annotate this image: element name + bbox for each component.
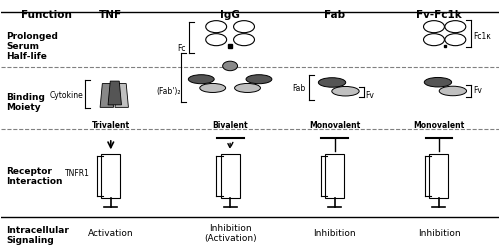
Text: Fv: Fv — [366, 91, 374, 100]
Ellipse shape — [424, 22, 444, 34]
Text: Fab: Fab — [292, 84, 306, 93]
Text: Monovalent: Monovalent — [309, 121, 360, 130]
Ellipse shape — [206, 22, 227, 34]
Ellipse shape — [318, 78, 345, 88]
Bar — [325, 155, 344, 198]
Text: Prolonged
Serum
Half-life: Prolonged Serum Half-life — [6, 32, 58, 61]
Text: Activation: Activation — [88, 228, 134, 237]
Text: Inhibition: Inhibition — [313, 228, 356, 237]
Ellipse shape — [332, 87, 359, 97]
Polygon shape — [100, 84, 114, 108]
Text: Fv: Fv — [473, 85, 482, 94]
Ellipse shape — [424, 78, 452, 88]
Ellipse shape — [234, 22, 254, 34]
Text: Fc1κ: Fc1κ — [473, 32, 490, 41]
Ellipse shape — [439, 87, 466, 96]
Bar — [430, 155, 448, 198]
Text: TNFR1: TNFR1 — [65, 168, 90, 177]
Text: Binding
Moiety: Binding Moiety — [6, 93, 45, 112]
Ellipse shape — [234, 84, 260, 93]
Text: Cytokine: Cytokine — [50, 91, 84, 100]
Text: (Fab')₂: (Fab')₂ — [156, 87, 180, 96]
Text: Fv-Fc1k: Fv-Fc1k — [416, 10, 462, 20]
Text: Receptor
Interaction: Receptor Interaction — [6, 166, 63, 185]
Ellipse shape — [445, 22, 466, 34]
Text: Inhibition: Inhibition — [418, 228, 461, 237]
Ellipse shape — [445, 35, 466, 47]
Ellipse shape — [246, 75, 272, 84]
Text: IgG: IgG — [220, 10, 240, 20]
Text: Fc: Fc — [177, 44, 186, 53]
Ellipse shape — [200, 84, 226, 93]
Text: Monovalent: Monovalent — [414, 121, 465, 130]
Text: Inhibition
(Activation): Inhibition (Activation) — [204, 223, 256, 242]
Polygon shape — [115, 84, 128, 108]
Text: Function: Function — [22, 10, 72, 20]
Text: TNF: TNF — [99, 10, 122, 20]
Polygon shape — [108, 82, 122, 105]
Ellipse shape — [222, 62, 238, 71]
Ellipse shape — [424, 35, 444, 47]
Ellipse shape — [206, 35, 227, 47]
Bar — [102, 155, 120, 198]
Text: Trivalent: Trivalent — [92, 121, 130, 130]
Text: Fab: Fab — [324, 10, 345, 20]
Ellipse shape — [234, 35, 254, 47]
Text: Intracellular
Signaling: Intracellular Signaling — [6, 225, 69, 244]
Bar — [220, 155, 240, 198]
Ellipse shape — [188, 75, 214, 84]
Text: Bivalent: Bivalent — [212, 121, 248, 130]
